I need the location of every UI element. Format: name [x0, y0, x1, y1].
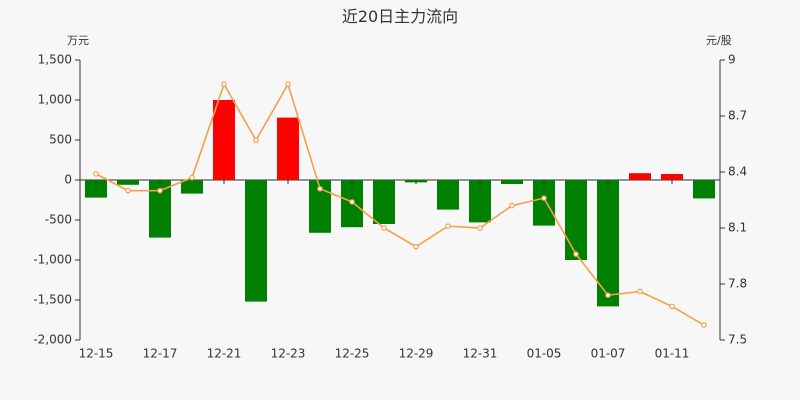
left-axis-tick-label: 1,500 — [38, 53, 72, 67]
bar — [213, 100, 235, 180]
price-point — [221, 81, 227, 88]
price-point — [125, 187, 131, 194]
bar — [693, 180, 715, 199]
bar — [245, 180, 267, 302]
bar — [437, 180, 459, 210]
right-axis-unit: 元/股 — [706, 34, 732, 47]
price-point — [573, 251, 579, 257]
bar — [661, 174, 683, 180]
left-axis-tick-label: -500 — [45, 213, 72, 227]
right-axis-tick-label: 7.8 — [728, 277, 747, 291]
bar — [309, 180, 331, 233]
left-axis-tick-label: 500 — [49, 133, 72, 147]
x-axis-tick-label: 12-21 — [207, 347, 242, 361]
bar — [597, 180, 619, 307]
x-axis-tick-label: 01-05 — [527, 347, 562, 361]
left-axis-tick-label: 1,000 — [38, 93, 72, 107]
price-point — [669, 303, 675, 310]
right-axis-tick-label: 8.4 — [728, 165, 747, 179]
bar — [373, 180, 395, 224]
chart-title: 近20日主力流向 — [341, 7, 459, 26]
bar — [629, 173, 651, 180]
left-axis-tick-label: 0 — [64, 173, 72, 187]
bar — [469, 180, 491, 223]
left-axis-tick-label: -2,000 — [33, 333, 72, 347]
right-axis-tick-label: 7.5 — [728, 333, 747, 347]
price-point — [445, 223, 451, 229]
right-axis-tick-label: 9 — [728, 53, 736, 67]
price-point — [93, 171, 99, 177]
price-point — [541, 195, 547, 201]
x-axis-tick-label: 12-29 — [399, 347, 434, 361]
x-axis-tick-label: 12-17 — [143, 347, 178, 361]
left-axis-unit: 万元 — [67, 34, 89, 47]
x-axis-tick-label: 01-11 — [655, 347, 690, 361]
x-axis-tick-label: 12-15 — [79, 347, 114, 361]
x-axis-tick-label: 12-23 — [271, 347, 306, 361]
bar — [501, 180, 523, 184]
x-axis-tick-label: 12-25 — [335, 347, 370, 361]
price-point — [605, 292, 611, 299]
bar — [85, 180, 107, 198]
price-point — [189, 174, 195, 181]
left-axis-tick-label: -1,500 — [33, 293, 72, 307]
bar — [533, 180, 555, 226]
price-line — [95, 82, 705, 326]
price-point — [701, 322, 707, 328]
price-point — [413, 243, 419, 250]
price-point — [349, 199, 355, 205]
bar — [565, 180, 587, 260]
x-axis-tick-label: 12-31 — [463, 347, 498, 361]
right-axis-tick-label: 8.1 — [728, 221, 747, 235]
right-axis-tick-label: 8.7 — [728, 109, 747, 123]
price-point — [509, 202, 515, 209]
price-point — [285, 81, 291, 88]
left-axis-tick-label: -1,000 — [33, 253, 72, 267]
bar — [277, 117, 299, 180]
bar — [149, 180, 171, 238]
price-point — [253, 137, 259, 144]
x-axis-tick-label: 01-07 — [591, 347, 626, 361]
price-point — [637, 288, 643, 295]
price-point — [477, 225, 483, 231]
price-point — [317, 186, 323, 192]
price-point — [381, 225, 387, 231]
price-point — [157, 187, 163, 194]
bar — [117, 180, 139, 185]
bar — [181, 180, 203, 194]
